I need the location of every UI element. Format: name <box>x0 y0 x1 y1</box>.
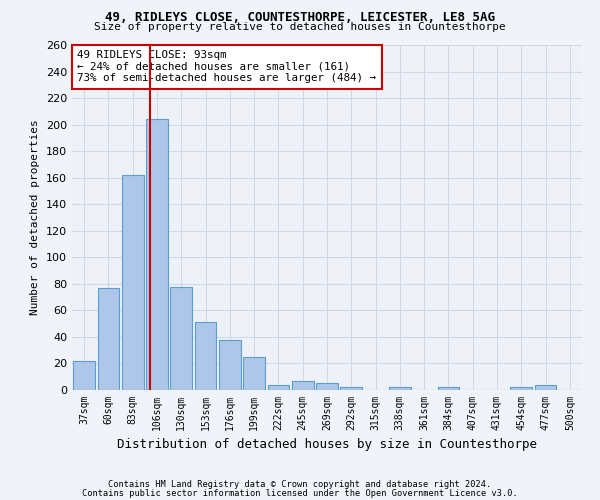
Text: 49 RIDLEYS CLOSE: 93sqm
← 24% of detached houses are smaller (161)
73% of semi-d: 49 RIDLEYS CLOSE: 93sqm ← 24% of detache… <box>77 50 376 84</box>
Y-axis label: Number of detached properties: Number of detached properties <box>31 120 40 316</box>
Bar <box>268 384 289 390</box>
Bar <box>535 384 556 390</box>
Bar <box>194 322 217 390</box>
Bar <box>340 388 362 390</box>
Bar <box>437 388 460 390</box>
Bar <box>316 384 338 390</box>
Bar <box>146 120 168 390</box>
Text: Contains HM Land Registry data © Crown copyright and database right 2024.: Contains HM Land Registry data © Crown c… <box>109 480 491 489</box>
Text: Contains public sector information licensed under the Open Government Licence v3: Contains public sector information licen… <box>82 488 518 498</box>
Bar <box>243 357 265 390</box>
Bar <box>97 288 119 390</box>
Text: 49, RIDLEYS CLOSE, COUNTESTHORPE, LEICESTER, LE8 5AG: 49, RIDLEYS CLOSE, COUNTESTHORPE, LEICES… <box>105 11 495 24</box>
Bar <box>389 388 411 390</box>
Bar <box>170 286 192 390</box>
X-axis label: Distribution of detached houses by size in Countesthorpe: Distribution of detached houses by size … <box>117 438 537 452</box>
Bar <box>122 175 143 390</box>
Bar <box>73 361 95 390</box>
Bar <box>219 340 241 390</box>
Bar <box>292 380 314 390</box>
Text: Size of property relative to detached houses in Countesthorpe: Size of property relative to detached ho… <box>94 22 506 32</box>
Bar <box>511 388 532 390</box>
